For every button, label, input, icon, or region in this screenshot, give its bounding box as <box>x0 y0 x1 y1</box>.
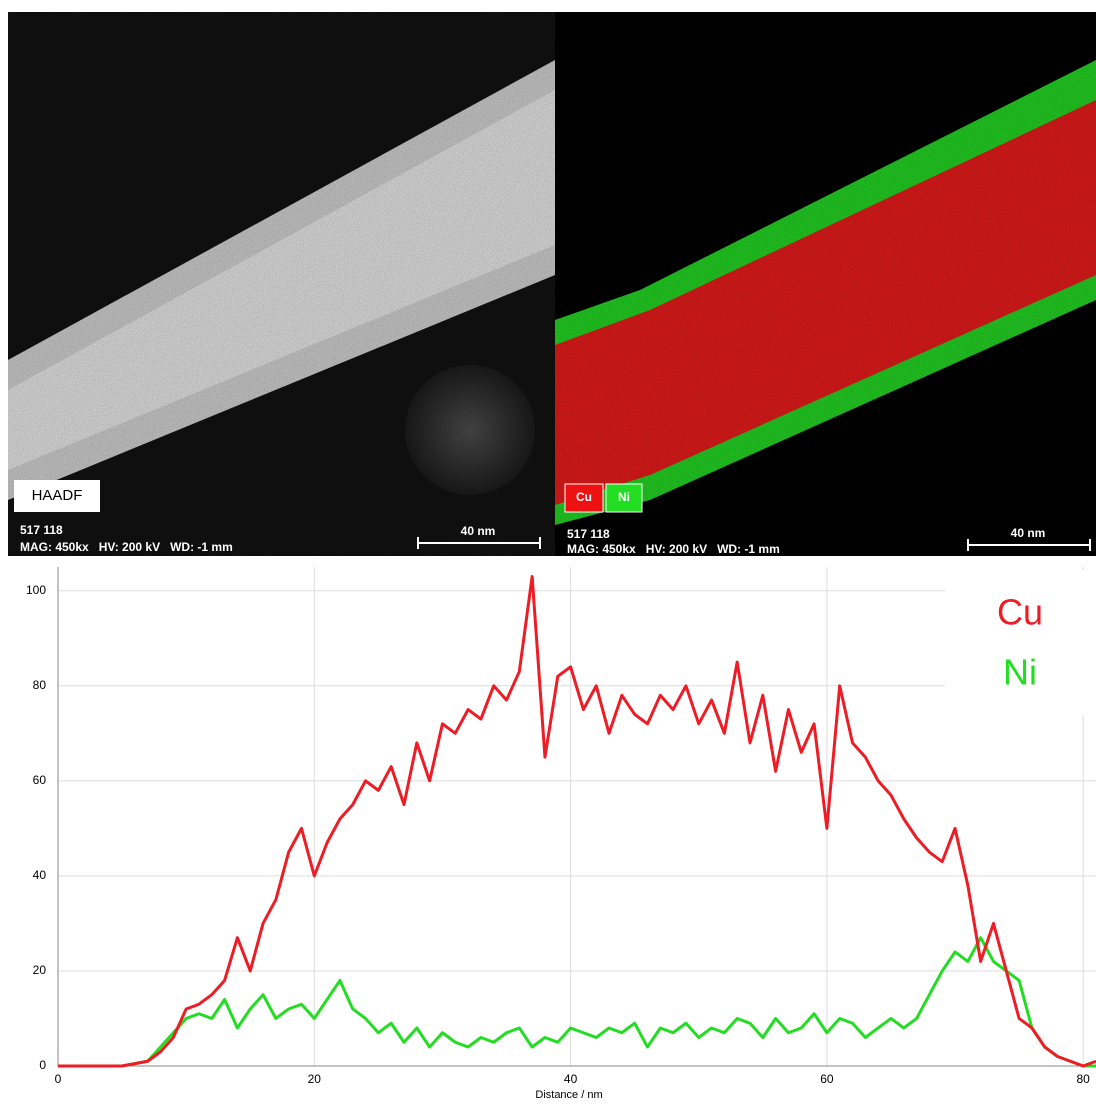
x-tick-label: 60 <box>820 1072 834 1086</box>
line-chart: Distance / nm 0 20 40 60 80 100 0 20 40 60 80 Cu Ni <box>26 567 1096 1101</box>
image-info: MAG: 450kx HV: 200 kV WD: -1 mm <box>567 542 780 556</box>
panel-label: HAADF <box>32 487 83 504</box>
haadf-image: HAADF 517 118 MAG: 450kx HV: 200 kV WD: … <box>8 12 555 556</box>
y-tick-label: 80 <box>33 678 47 692</box>
series-line <box>58 936 1096 1068</box>
map-legend: Ni <box>618 490 630 504</box>
map-legend: Cu <box>576 490 592 504</box>
image-id: 517 118 <box>567 527 610 541</box>
scale-label: 40 nm <box>461 524 496 538</box>
scale-label: 40 nm <box>1011 526 1046 540</box>
legend-entry: Cu <box>997 592 1043 633</box>
legend-entry: Ni <box>1003 652 1037 693</box>
y-tick-label: 20 <box>33 963 47 977</box>
x-axis-label: Distance / nm <box>535 1089 602 1101</box>
image-id: 517 118 <box>20 523 63 537</box>
eds-map: Cu Ni 517 118 MAG: 450kx HV: 200 kV WD: … <box>555 12 1096 556</box>
y-tick-label: 60 <box>33 773 47 787</box>
x-tick-label: 20 <box>308 1072 322 1086</box>
x-tick-label: 40 <box>564 1072 578 1086</box>
x-tick-label: 0 <box>55 1072 62 1086</box>
y-tick-label: 40 <box>33 868 47 882</box>
x-tick-label: 80 <box>1077 1072 1091 1086</box>
legend-box <box>945 570 1096 715</box>
y-tick-label: 100 <box>26 583 46 597</box>
series-line <box>58 575 1096 1068</box>
image-info: MAG: 450kx HV: 200 kV WD: -1 mm <box>20 540 233 554</box>
y-tick-label: 0 <box>39 1058 46 1072</box>
